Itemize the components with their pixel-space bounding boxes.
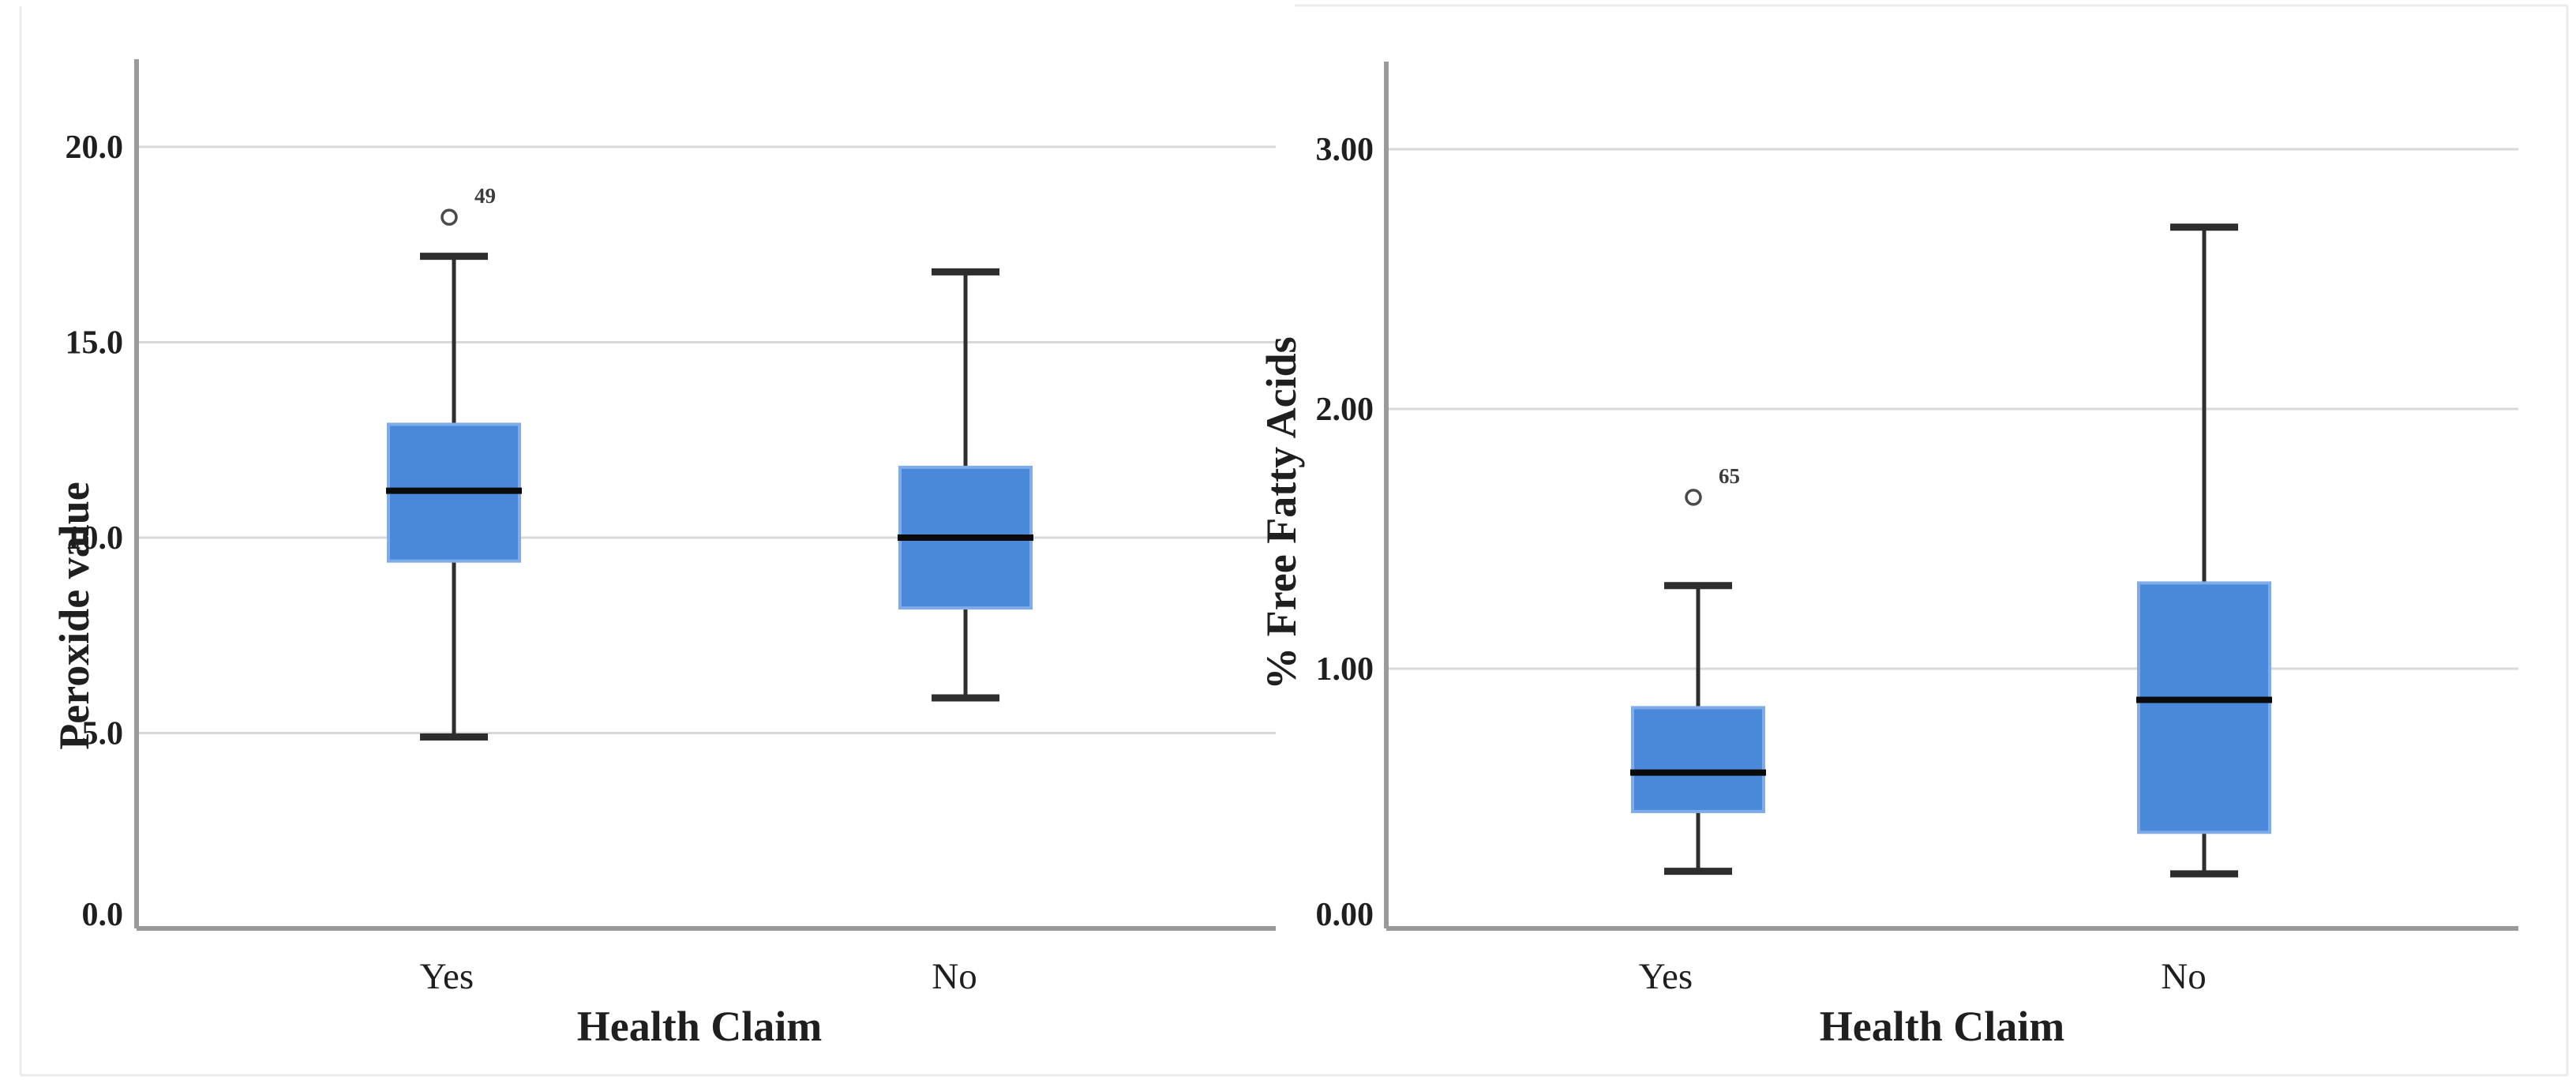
x-axis-title: Health Claim: [577, 1003, 822, 1050]
boxplot-right-no: [2136, 223, 2272, 878]
ytick-label-0.0: 0.0: [82, 897, 124, 933]
ytick-label-1.00: 1.00: [1316, 651, 1374, 688]
category-label-yes: Yes: [420, 956, 474, 997]
ytick-label-0.00: 0.00: [1316, 897, 1374, 933]
iqr-box: [2137, 581, 2271, 834]
ytick-label-5.0: 5.0: [82, 716, 124, 752]
ytick-label-10.0: 10.0: [66, 520, 124, 557]
x-axis-title: Health Claim: [1820, 1003, 2064, 1050]
ytick-label-2.00: 2.00: [1316, 392, 1374, 428]
outlier-label: 49: [474, 184, 496, 208]
boxplot-right-yes: 65: [1630, 464, 1766, 876]
outlier-point: [441, 208, 458, 226]
y-axis-title: Peroxide value: [51, 482, 98, 749]
category-label-yes: Yes: [1639, 956, 1693, 997]
category-label-no: No: [932, 956, 977, 997]
boxplot-left-no: [898, 268, 1033, 702]
boxplot-left-yes: 49: [386, 184, 522, 741]
ytick-label-15.0: 15.0: [66, 325, 124, 362]
category-label-no: No: [2161, 956, 2206, 997]
ytick-label-20.0: 20.0: [66, 129, 124, 166]
ytick-label-3.00: 3.00: [1316, 132, 1374, 168]
y-axis-title: % Free Fatty Acids: [1258, 336, 1305, 689]
outlier-label: 65: [1719, 464, 1740, 488]
iqr-box: [1631, 706, 1765, 813]
outlier-point: [1685, 489, 1702, 506]
